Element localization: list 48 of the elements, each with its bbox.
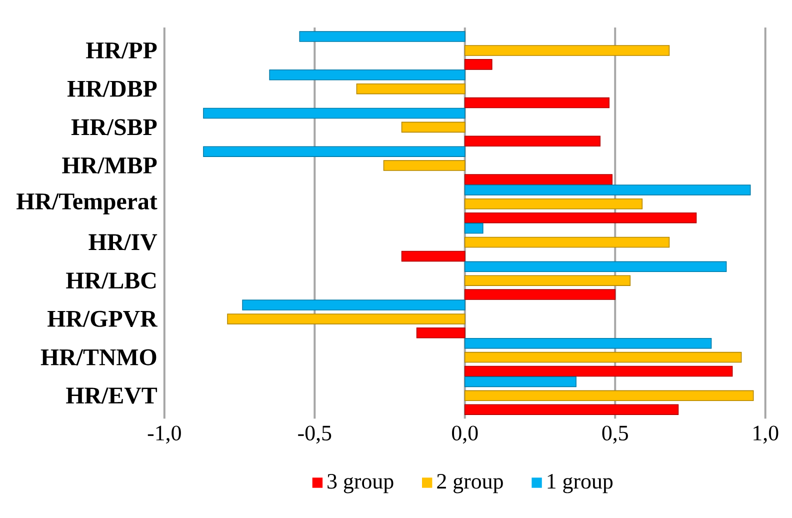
bar	[464, 212, 697, 224]
y-tick-label: HR/GPVR	[48, 310, 158, 328]
bar	[464, 289, 616, 300]
bar	[464, 174, 613, 185]
bar	[464, 261, 727, 272]
bar	[464, 222, 484, 234]
bar	[464, 352, 742, 363]
bar	[464, 59, 492, 70]
y-tick-label: HR/EVT	[66, 388, 158, 404]
bar	[464, 45, 670, 56]
bar	[416, 328, 466, 338]
bar	[464, 390, 754, 402]
y-tick-label: HR/IV	[88, 234, 158, 250]
bar	[464, 136, 600, 147]
legend-label: 3 group	[328, 474, 394, 494]
bar	[356, 84, 466, 94]
bar	[401, 250, 466, 262]
y-tick-label: HR/TNMO	[40, 349, 156, 366]
bar	[242, 300, 466, 310]
y-tick-label: HR/MBP	[62, 158, 157, 174]
y-tick-label: HR/SBP	[71, 119, 157, 136]
bar	[401, 122, 466, 133]
bar	[464, 376, 576, 388]
bar	[299, 31, 466, 42]
bar	[464, 366, 733, 377]
x-tick-label: -1,0	[148, 426, 181, 444]
bar	[269, 70, 466, 80]
x-tick-label: 0,0	[452, 426, 478, 444]
bar	[464, 198, 643, 210]
bar	[383, 160, 466, 171]
y-tick-label: HR/DBP	[67, 80, 157, 97]
y-tick-label: HR/LBC	[66, 272, 156, 289]
x-tick-label: 0,5	[602, 426, 628, 444]
bar	[464, 404, 679, 416]
y-tick-label: HR/Temperat	[16, 194, 158, 214]
bar	[464, 184, 751, 196]
x-tick-label: 1,0	[754, 426, 778, 444]
bar	[203, 146, 466, 158]
bar	[464, 97, 610, 108]
legend-label: 1 group	[548, 474, 613, 494]
x-tick-label: -0,5	[298, 426, 332, 444]
bar	[464, 338, 712, 349]
legend-label: 2 group	[437, 474, 503, 494]
bar	[227, 314, 466, 324]
y-tick-label: HR/PP	[86, 42, 157, 59]
bar	[464, 275, 631, 286]
bar	[464, 236, 670, 248]
bar	[203, 108, 466, 119]
